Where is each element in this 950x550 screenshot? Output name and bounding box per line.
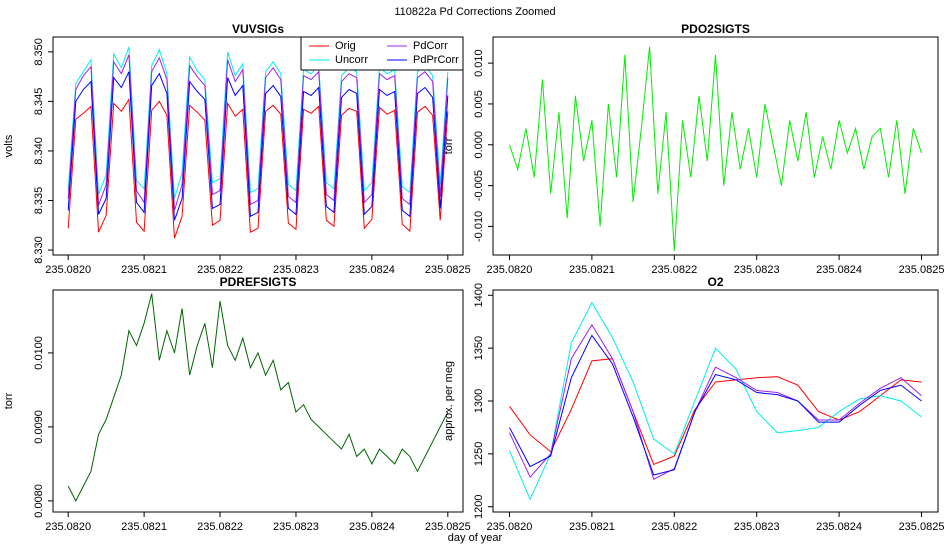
y-tick-label: 8.330 <box>33 236 45 264</box>
y-tick-label: 8.345 <box>33 88 45 116</box>
x-tick-label: 235.0821 <box>121 264 167 276</box>
data-line <box>509 301 922 501</box>
data-line <box>67 71 449 221</box>
y-tick-label: 0.000 <box>473 131 485 159</box>
x-tick-label: 235.0822 <box>197 521 243 533</box>
panel-title: O2 <box>707 275 723 289</box>
data-line <box>509 323 922 480</box>
x-tick-label: 235.0820 <box>487 264 533 276</box>
x-axis-label: day of year <box>448 532 503 544</box>
y-axis-label: torr <box>443 137 455 154</box>
x-tick-label: 235.0822 <box>651 521 697 533</box>
plot-frame <box>492 36 939 256</box>
y-tick-label: 0.0090 <box>33 410 45 444</box>
y-tick-label: -0.005 <box>473 170 485 201</box>
y-tick-label: 8.335 <box>33 187 45 215</box>
panel-title: VUVSIGs <box>232 22 284 36</box>
legend-label: PdCorr <box>413 40 448 52</box>
data-line <box>509 358 922 466</box>
x-tick-label: 235.0824 <box>349 521 395 533</box>
x-tick-label: 235.0821 <box>121 521 167 533</box>
panel-title: PDREFSIGTS <box>220 275 297 289</box>
x-tick-label: 235.0825 <box>899 521 945 533</box>
x-tick-label: 235.0825 <box>425 264 471 276</box>
x-tick-label: 235.0821 <box>569 264 615 276</box>
x-tick-label: 235.0820 <box>45 521 91 533</box>
y-tick-label: 1250 <box>473 442 485 466</box>
y-tick-label: 1400 <box>473 283 485 307</box>
x-tick-label: 235.0821 <box>569 521 615 533</box>
y-tick-label: 1350 <box>473 336 485 360</box>
plot-frame <box>52 289 464 513</box>
legend-label: Orig <box>335 40 356 52</box>
plot-frame <box>492 289 939 513</box>
x-tick-label: 235.0823 <box>734 521 780 533</box>
legend-label: Uncorr <box>335 54 368 66</box>
panel-title: PDO2SIGTS <box>681 22 750 36</box>
y-tick-label: -0.010 <box>473 211 485 242</box>
legend-label: PdPrCorr <box>413 54 459 66</box>
y-axis-label: torr <box>3 392 15 409</box>
data-line <box>509 46 922 251</box>
y-tick-label: 1300 <box>473 389 485 413</box>
y-tick-label: 8.340 <box>33 137 45 165</box>
data-line <box>509 334 922 476</box>
x-tick-label: 235.0822 <box>651 264 697 276</box>
x-tick-label: 235.0823 <box>273 521 319 533</box>
x-tick-label: 235.0823 <box>273 264 319 276</box>
data-line <box>67 97 449 239</box>
x-tick-label: 235.0822 <box>197 264 243 276</box>
x-tick-label: 235.0825 <box>899 264 945 276</box>
y-tick-label: 0.005 <box>473 90 485 118</box>
x-tick-label: 235.0824 <box>349 264 395 276</box>
y-tick-label: 1200 <box>473 494 485 518</box>
y-tick-label: 8.350 <box>33 38 45 66</box>
x-tick-label: 235.0824 <box>816 521 862 533</box>
y-tick-label: 0.010 <box>473 49 485 77</box>
y-axis-label: volts <box>3 134 15 157</box>
data-line <box>67 54 449 211</box>
y-tick-label: 0.0080 <box>33 484 45 518</box>
x-tick-label: 235.0823 <box>734 264 780 276</box>
data-line <box>67 293 449 502</box>
x-tick-label: 235.0820 <box>487 521 533 533</box>
figure-title: 110822a Pd Corrections Zoomed <box>394 6 555 18</box>
x-tick-label: 235.0820 <box>45 264 91 276</box>
x-tick-label: 235.0824 <box>816 264 862 276</box>
plot-frame <box>52 36 464 256</box>
legend-box <box>300 36 464 71</box>
x-tick-label: 235.0825 <box>425 521 471 533</box>
y-axis-label: approx. per meg <box>443 361 455 441</box>
y-tick-label: 0.0100 <box>33 336 45 370</box>
